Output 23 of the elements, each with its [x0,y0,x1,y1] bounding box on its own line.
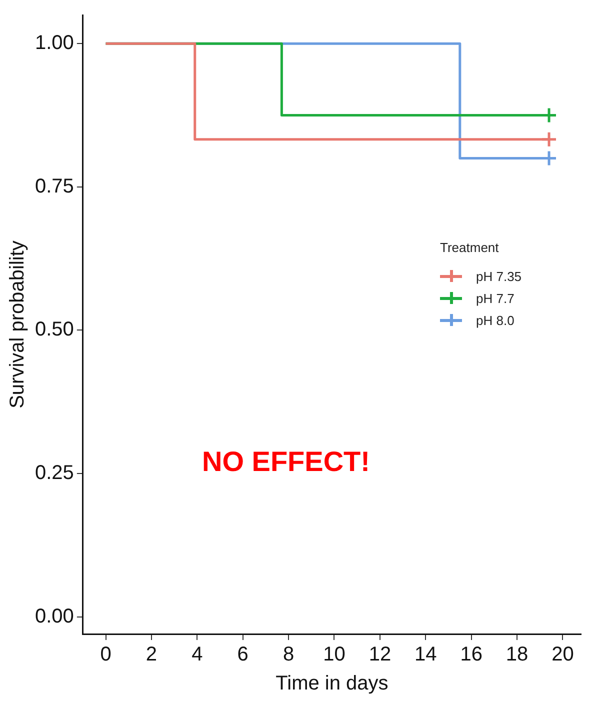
y-tick-label: 0.50 [34,318,74,341]
annotation: NO EFFECT! [202,446,370,478]
y-tick-label: 0.25 [34,462,74,484]
y-tick-label: 1.00 [34,32,74,54]
x-tick-label: 18 [506,644,528,666]
x-tick-label: 20 [552,644,574,666]
legend-label: pH 7.7 [476,290,514,306]
legend-label: pH 8.0 [476,312,514,328]
x-tick-label: 6 [237,644,248,666]
x-tick-label: 4 [192,644,203,666]
x-tick-label: 10 [323,644,346,666]
x-tick-label: 0 [100,644,112,666]
x-tick-label: 16 [460,644,482,666]
x-tick-label: 2 [146,644,158,666]
x-tick-label: 8 [282,644,294,666]
x-axis-title: Time in days [276,672,388,695]
x-tick-label: 14 [414,644,437,666]
legend-label: pH 7.35 [476,268,522,284]
y-tick-label: 0.75 [34,175,74,198]
y-axis-title: Survival probability [6,240,29,408]
x-tick-label: 12 [368,644,392,666]
legend-title: Treatment [440,240,500,255]
y-tick-label: 0.00 [34,605,74,628]
